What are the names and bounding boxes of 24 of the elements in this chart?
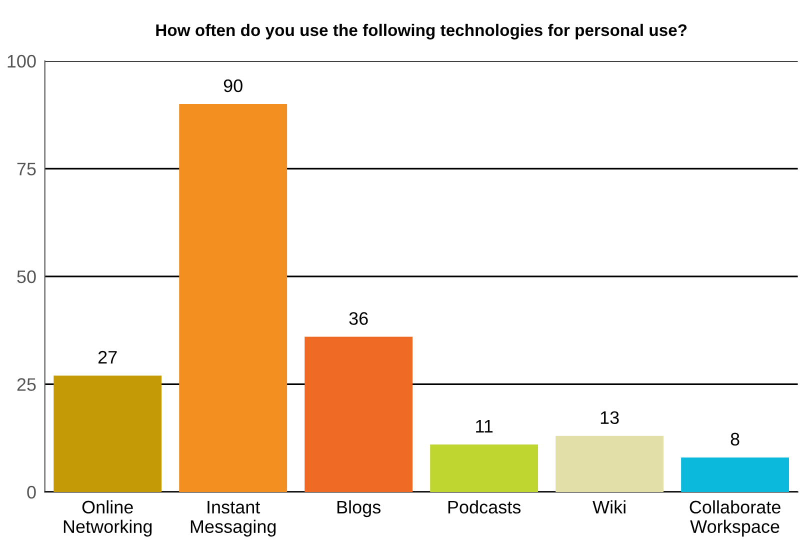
y-tick-label: 100	[8, 54, 36, 68]
data-label: 8	[730, 432, 740, 446]
x-tick-label: Podcasts	[448, 500, 521, 514]
bar	[304, 336, 413, 492]
bar	[556, 436, 664, 492]
bar	[681, 457, 790, 492]
y-tick-label: 50	[17, 270, 36, 284]
y-tick-label: 75	[17, 162, 36, 176]
bar	[430, 444, 538, 492]
bar	[179, 104, 288, 492]
x-tick-label: Blogs	[337, 500, 381, 518]
x-tick-label: Online Networking	[64, 500, 152, 537]
x-tick-label: Wiki	[592, 500, 626, 514]
data-label: 27	[98, 350, 117, 364]
data-label: 36	[349, 312, 368, 325]
y-tick-label: 25	[17, 378, 36, 391]
x-tick-label: Collaborate Workspace	[690, 500, 780, 537]
data-label: 90	[224, 79, 242, 92]
bar	[54, 376, 162, 492]
y-tick-label: 0	[27, 486, 36, 499]
x-tick-label: Instant Messaging	[190, 500, 276, 537]
chart-title: How often do you use the following technologies for personal use?	[156, 24, 687, 40]
data-label: 11	[476, 420, 493, 432]
data-label: 13	[600, 411, 619, 424]
